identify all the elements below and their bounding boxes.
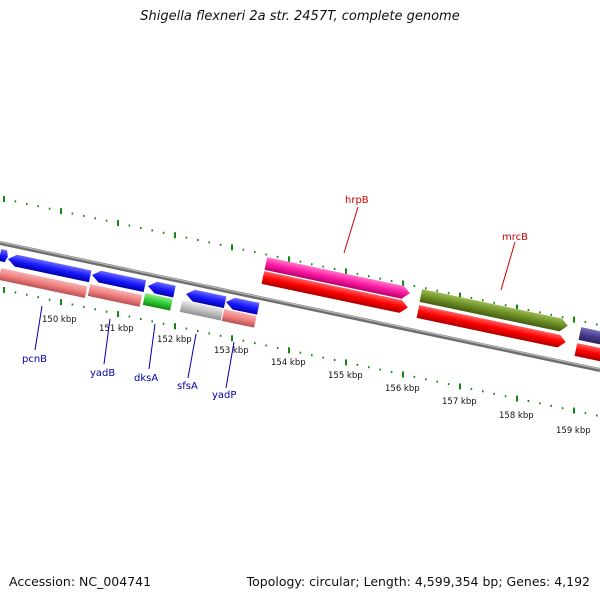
map-title: Shigella flexneri 2a str. 2457T, complet… bbox=[140, 9, 460, 24]
feature-dksA[interactable] bbox=[142, 293, 173, 311]
gene-label-pcnB[interactable]: pcnB bbox=[22, 354, 47, 365]
outer-tick-ring bbox=[3, 196, 598, 326]
feature-red-1[interactable] bbox=[261, 271, 409, 314]
feature-sfsA[interactable] bbox=[179, 300, 224, 321]
feature-yadP[interactable] bbox=[221, 309, 257, 328]
genome-backbone bbox=[0, 241, 600, 372]
gene-label-hrpB[interactable]: hrpB bbox=[345, 195, 369, 206]
feature-salmon-2[interactable] bbox=[87, 284, 143, 307]
scale-label: 154 kbp bbox=[271, 358, 306, 368]
scale-label: 159 kbp bbox=[556, 426, 591, 436]
feature-blue-1[interactable] bbox=[7, 253, 92, 283]
accession-text: Accession: NC_004741 bbox=[9, 574, 152, 589]
scale-labels: 150 kbp 151 kbp 152 kbp 153 kbp 154 kbp … bbox=[42, 315, 591, 436]
scale-label: 157 kbp bbox=[442, 397, 477, 407]
feature-salmon-1[interactable] bbox=[0, 268, 88, 299]
scale-label: 152 kbp bbox=[157, 335, 192, 345]
scale-label: 155 kbp bbox=[328, 371, 363, 381]
gene-label-dksA[interactable]: dksA bbox=[134, 373, 158, 384]
feature-red-3[interactable] bbox=[574, 343, 600, 363]
genome-backbone-highlight bbox=[0, 241, 600, 370]
feature-blue-4[interactable] bbox=[185, 288, 227, 309]
feature-hrpB[interactable] bbox=[264, 257, 412, 300]
leader-lines bbox=[34, 206, 516, 389]
feature-blue-5[interactable] bbox=[225, 296, 260, 315]
feature-purple-gene[interactable] bbox=[578, 327, 600, 347]
scale-label: 156 kbp bbox=[385, 384, 420, 394]
feature-blue-3[interactable] bbox=[147, 280, 176, 298]
gene-label-mrcB[interactable]: mrcB bbox=[502, 232, 528, 243]
inner-tick-ring bbox=[3, 287, 598, 417]
gene-label-sfsA[interactable]: sfsA bbox=[177, 381, 198, 392]
feature-blue-edge[interactable] bbox=[0, 249, 9, 263]
scale-label: 151 kbp bbox=[99, 324, 134, 334]
genome-summary-text: Topology: circular; Length: 4,599,354 bp… bbox=[246, 574, 590, 589]
feature-mrcB[interactable] bbox=[419, 289, 569, 333]
scale-label: 153 kbp bbox=[214, 346, 249, 356]
scale-label: 158 kbp bbox=[499, 411, 534, 421]
gene-label-yadP[interactable]: yadP bbox=[212, 390, 236, 401]
feature-red-2[interactable] bbox=[416, 305, 567, 349]
gene-label-yadB[interactable]: yadB bbox=[90, 368, 115, 379]
scale-label: 150 kbp bbox=[42, 315, 77, 325]
feature-blue-2[interactable] bbox=[91, 269, 147, 293]
